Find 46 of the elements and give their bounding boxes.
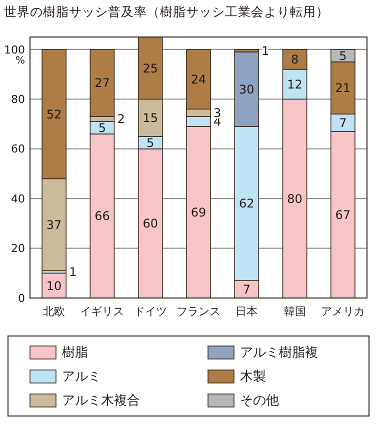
data-label: 66 [94,209,110,224]
x-tick-label: 北欧 [43,305,66,318]
x-tick-label: 日本 [236,305,258,318]
data-label: 62 [239,196,254,211]
legend-label: 木製 [240,370,266,385]
x-tick-label: アメリカ [320,305,365,318]
data-label: 10 [46,278,62,293]
data-label: 52 [46,107,62,122]
data-label: 2 [117,112,125,126]
data-label: 21 [335,81,351,96]
y-tick-label: 100 [4,43,25,56]
legend-label: その他 [240,394,279,409]
data-label: 12 [287,77,302,92]
y-tick-label: 40 [11,192,25,206]
x-tick-label: 韓国 [284,305,306,318]
data-label: 37 [46,218,62,232]
chart-title: 世界の樹脂サッシ普及率（樹脂サッシ工業会より転用） [4,4,329,19]
data-label: 30 [239,82,254,96]
data-label: 24 [190,72,206,86]
data-label: 5 [98,120,106,135]
x-tick-label: イギリス [80,305,124,318]
y-tick-label: 60 [11,142,25,156]
data-label: 1 [69,265,77,280]
data-label: 60 [142,216,158,231]
data-label: 80 [287,192,302,206]
data-label: 5 [146,136,154,150]
legend-label: アルミ [62,370,101,385]
y-tick-label: 0 [18,292,25,305]
data-label: 67 [335,208,351,222]
data-label: 69 [190,205,206,220]
data-label: 15 [142,110,158,125]
y-axis-title: % [15,55,25,66]
data-label: 7 [242,282,250,296]
legend-label: 樹脂 [62,346,88,361]
data-label: 1 [262,44,270,58]
data-label: 5 [339,48,347,63]
x-tick-label: フランス [176,305,220,318]
data-label: 27 [94,76,110,90]
legend-label: アルミ樹脂複 [240,346,318,361]
y-tick-label: 20 [11,242,25,256]
data-label: 25 [142,61,158,76]
data-label: 7 [339,116,347,130]
legend-label: アルミ木複合 [62,394,140,409]
data-label: 8 [290,52,299,67]
y-tick-label: 80 [11,92,25,106]
x-tick-label: ドイツ [134,305,167,318]
